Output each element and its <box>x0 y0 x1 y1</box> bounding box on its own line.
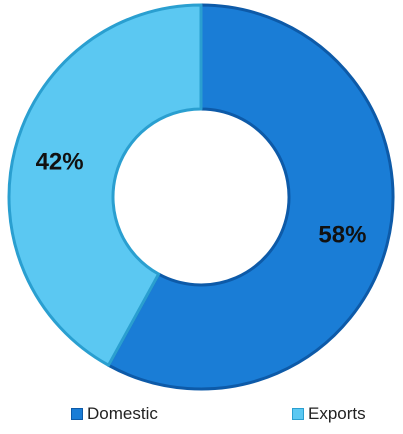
slice-label-exports: 42% <box>36 149 84 176</box>
legend-swatch-domestic <box>71 408 83 420</box>
slice-label-domestic: 58% <box>318 221 366 248</box>
legend-item-domestic: Domestic <box>71 404 158 424</box>
slice-exports <box>7 3 203 367</box>
legend-item-exports: Exports <box>292 404 366 424</box>
legend-swatch-exports <box>292 408 304 420</box>
slice-domestic <box>107 3 395 391</box>
legend-label-domestic: Domestic <box>87 404 158 423</box>
legend: Domestic Exports <box>0 404 403 428</box>
legend-label-exports: Exports <box>308 404 366 423</box>
